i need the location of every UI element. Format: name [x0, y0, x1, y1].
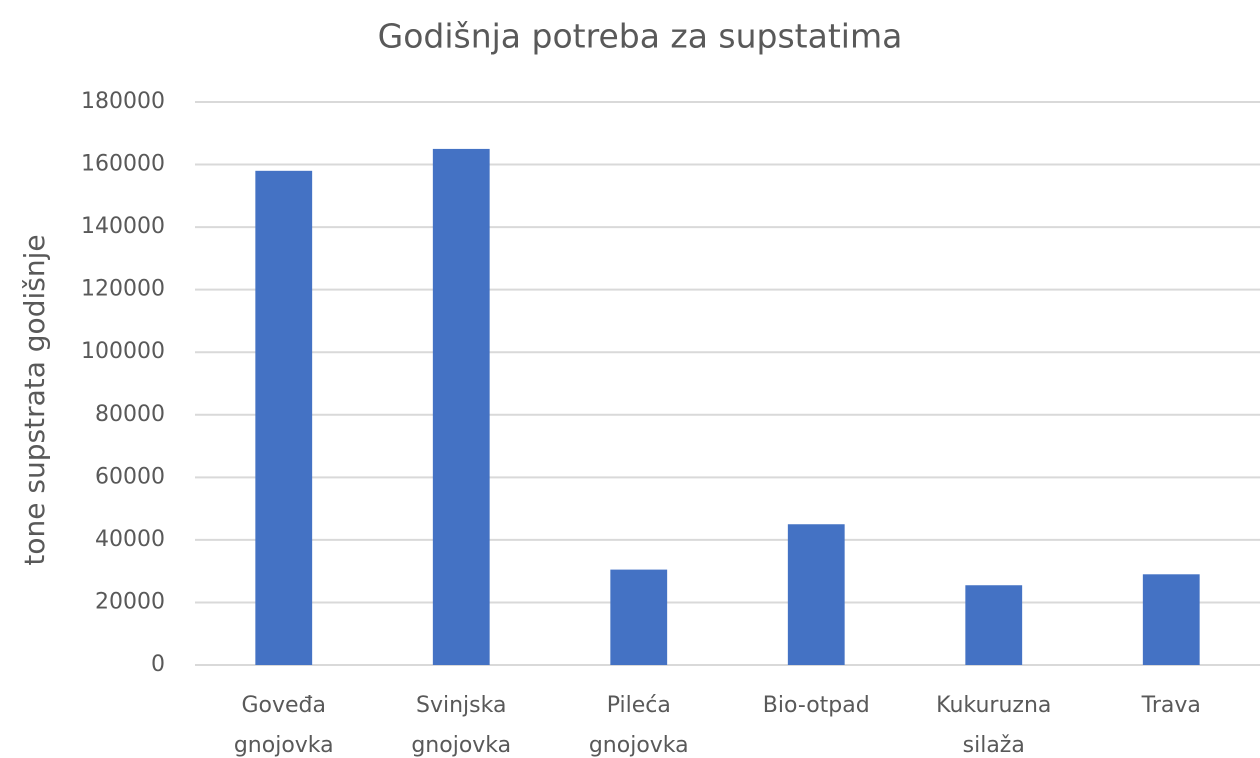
y-tick-label: 0	[151, 652, 165, 677]
bar	[965, 585, 1023, 665]
bar	[610, 569, 668, 665]
y-tick-label: 20000	[95, 589, 165, 614]
y-tick-label: 60000	[95, 464, 165, 489]
y-tick-label: 180000	[81, 89, 165, 114]
x-tick-label: Trava	[1141, 693, 1201, 718]
y-tick-label: 80000	[95, 402, 165, 427]
bar	[787, 524, 845, 665]
x-tick-label: Kukuruzna silaža	[936, 693, 1052, 758]
chart-title: Godišnja potreba za supstatima	[378, 17, 903, 56]
bar	[1142, 574, 1200, 665]
x-tick-label: Svinjska gnojovka	[411, 693, 512, 758]
bar	[432, 148, 490, 665]
y-tick-label: 160000	[81, 152, 165, 177]
y-tick-label: 120000	[81, 277, 165, 302]
y-axis-label: tone supstrata godišnje	[18, 234, 51, 565]
x-tick-label: Pileća gnojovka	[588, 693, 689, 758]
y-tick-label: 100000	[81, 339, 165, 364]
bar	[255, 170, 313, 666]
y-tick-label: 40000	[95, 527, 165, 552]
x-tick-label: Bio-otpad	[762, 693, 870, 718]
x-tick-label: Goveđa gnojovka	[233, 693, 334, 758]
y-tick-label: 140000	[81, 214, 165, 239]
